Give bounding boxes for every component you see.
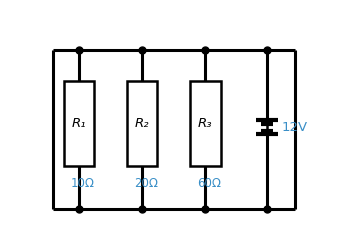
Text: R₁: R₁ [72,117,86,130]
Text: 10Ω: 10Ω [71,177,95,190]
FancyBboxPatch shape [64,81,94,166]
Text: 60Ω: 60Ω [197,177,221,190]
Text: R₃: R₃ [198,117,213,130]
FancyBboxPatch shape [190,81,220,166]
Text: 12V: 12V [281,121,307,134]
FancyBboxPatch shape [127,81,157,166]
Text: 20Ω: 20Ω [134,177,158,190]
Text: R₂: R₂ [135,117,149,130]
